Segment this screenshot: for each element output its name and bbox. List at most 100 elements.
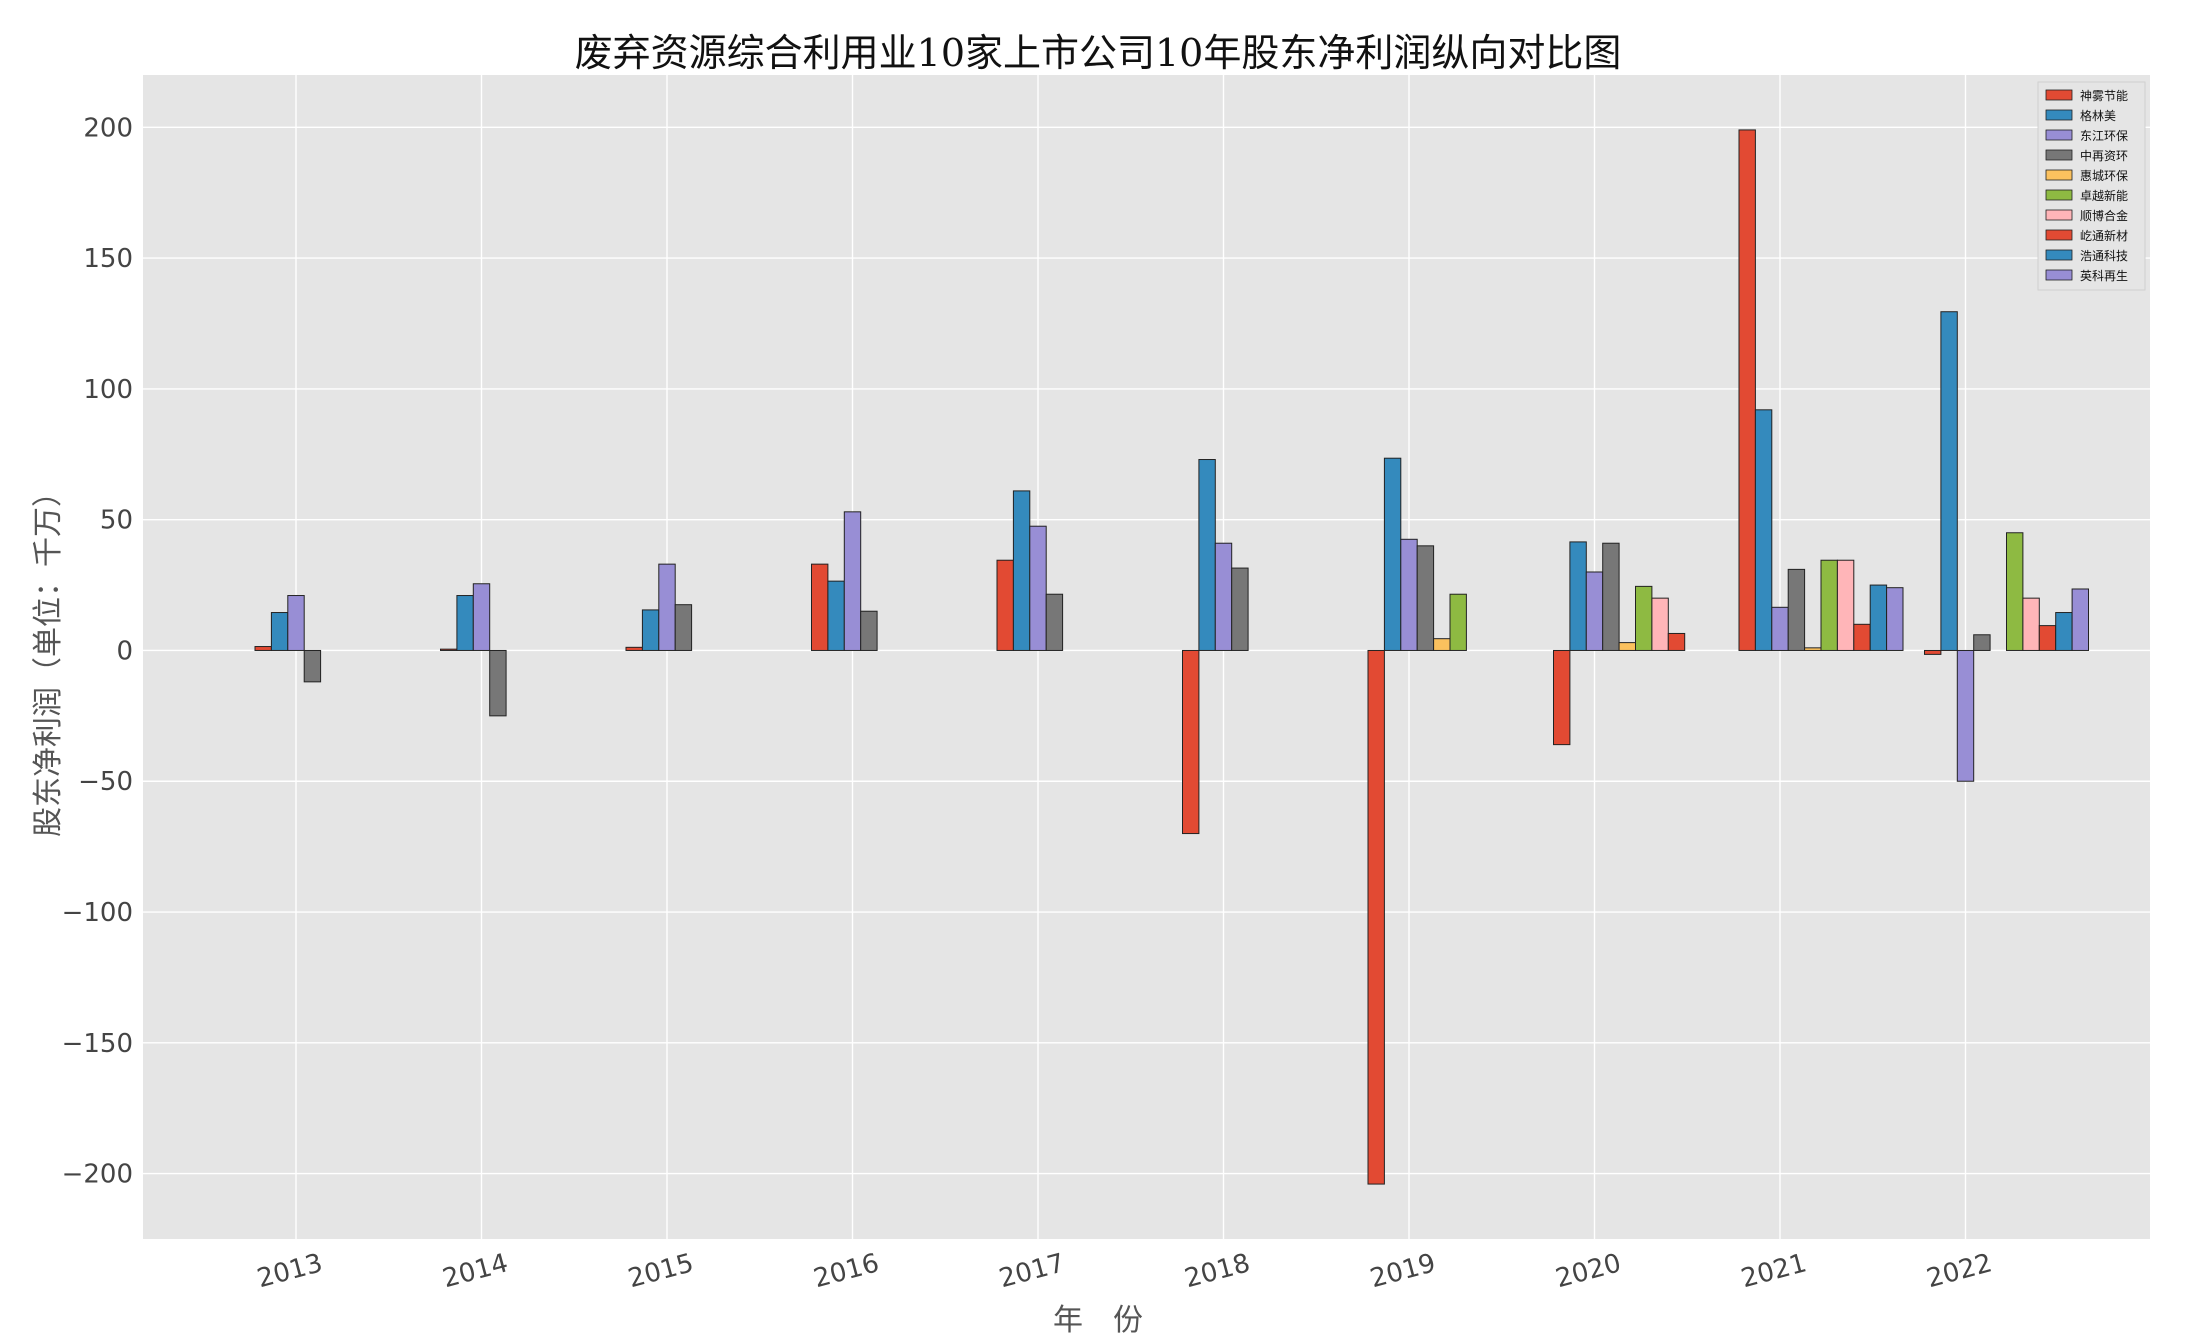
y-tick-label: −100: [62, 898, 133, 928]
y-tick-label: 200: [83, 113, 133, 143]
x-tick-label: 2020: [1553, 1248, 1625, 1294]
bar-2022-3: [1956, 649, 1975, 782]
chart-title: 废弃资源综合利用业10家上市公司10年股东净利润纵向对比图: [575, 31, 1622, 75]
bar-2013-2: [270, 612, 289, 651]
legend-swatch: [2045, 89, 2073, 101]
bar-2019-5: [1433, 638, 1451, 651]
legend-label: 英科再生: [2080, 269, 2128, 283]
bar-2022-2: [1940, 311, 1958, 651]
legend-label: 东江环保: [2080, 129, 2128, 143]
bar-2021-6: [1820, 559, 1838, 651]
bar-2014-4: [489, 649, 507, 717]
bar-2022-10: [2071, 588, 2090, 651]
legend-swatch: [2045, 189, 2073, 201]
bar-2014-1: [440, 648, 458, 651]
bar-2022-8: [2038, 625, 2057, 651]
legend-swatch: [2045, 249, 2073, 261]
bar-2020-2: [1569, 541, 1587, 651]
bar-2017-1: [996, 559, 1014, 651]
x-tick-label: 2015: [625, 1248, 697, 1294]
bar-2021-4: [1787, 568, 1806, 651]
x-tick-label: 2019: [1367, 1248, 1439, 1294]
bar-2019-1: [1367, 649, 1385, 1185]
bar-2018-4: [1231, 567, 1249, 651]
bar-2016-3: [843, 511, 862, 651]
bar-2016-4: [860, 610, 878, 651]
legend-label: 浩通科技: [2080, 249, 2128, 263]
bar-2021-2: [1754, 409, 1773, 651]
x-tick-label: 2018: [1182, 1248, 1254, 1294]
bar-2019-3: [1400, 538, 1418, 651]
bar-2020-4: [1602, 542, 1620, 651]
bar-2017-2: [1012, 490, 1031, 651]
y-tick-label: 50: [100, 506, 133, 536]
bar-2021-10: [1886, 587, 1904, 651]
bar-2022-4: [1973, 634, 1991, 651]
bar-2021-7: [1836, 559, 1855, 651]
bar-2017-3: [1029, 525, 1047, 651]
y-tick-label: 150: [83, 244, 133, 274]
grid-lines: [143, 75, 2150, 1239]
bar-2020-7: [1651, 597, 1669, 651]
bar-2022-1: [1924, 649, 1942, 655]
legend-swatch: [2045, 149, 2073, 161]
legend-swatch: [2045, 109, 2073, 121]
bar-2015-2: [641, 609, 660, 651]
bar-2020-6: [1635, 585, 1653, 651]
legend-label: 顺博合金: [2080, 208, 2128, 223]
x-tick-label: 2016: [811, 1248, 883, 1294]
bars: [254, 129, 2090, 1185]
legend-label: 惠城环保: [2080, 169, 2128, 183]
y-tick-label: 100: [83, 375, 133, 405]
bar-2013-3: [287, 595, 305, 651]
x-tick-label: 2022: [1924, 1248, 1996, 1294]
bar-2019-6: [1449, 593, 1467, 651]
bar-2020-1: [1553, 649, 1571, 746]
y-tick-label: 0: [116, 636, 133, 666]
bar-2022-7: [2022, 597, 2040, 651]
bar-2015-1: [625, 646, 643, 651]
plot-area: [143, 75, 2150, 1239]
bar-2018-1: [1182, 649, 1200, 835]
legend-swatch: [2045, 129, 2073, 141]
x-tick-label: 2017: [996, 1248, 1068, 1294]
legend-swatch: [2045, 229, 2073, 241]
legend-label: 格林美: [2080, 108, 2116, 123]
bar-2019-2: [1383, 457, 1402, 651]
bar-2016-1: [811, 563, 829, 651]
bar-2021-8: [1853, 623, 1871, 651]
legend-label: 卓越新能: [2080, 188, 2128, 203]
bar-2014-3: [472, 583, 491, 651]
bar-2013-4: [303, 649, 322, 683]
y-tick-label: −50: [78, 767, 133, 797]
bar-2016-2: [827, 580, 845, 651]
y-tick-label: −200: [62, 1160, 133, 1190]
bar-2018-2: [1198, 459, 1216, 651]
bar-2022-6: [2006, 532, 2024, 651]
bar-2021-3: [1771, 606, 1789, 651]
legend-swatch: [2045, 209, 2073, 221]
bar-2022-9: [2055, 612, 2073, 651]
y-axis-label: 股东净利润（单位：千万）: [31, 477, 66, 837]
y-tick-label: −150: [62, 1029, 133, 1059]
bar-2018-3: [1214, 542, 1233, 651]
x-axis-label: 年 份: [1053, 1303, 1143, 1336]
legend-swatch: [2045, 269, 2073, 281]
bar-2021-5: [1804, 647, 1822, 651]
y-axis-ticks: −200 −150 −100 −50 0 50 100 150 200: [62, 113, 133, 1189]
legend-label: 屹通新材: [2080, 228, 2128, 243]
bar-2015-3: [658, 563, 676, 651]
bar-2021-1: [1738, 129, 1756, 651]
legend-label: 中再资环: [2080, 148, 2128, 163]
bar-2020-5: [1618, 642, 1636, 651]
bar-2020-8: [1667, 632, 1686, 651]
x-tick-label: 2014: [440, 1248, 512, 1294]
x-tick-label: 2021: [1738, 1248, 1810, 1294]
bar-2021-9: [1869, 584, 1888, 651]
bar-2013-1: [254, 646, 272, 651]
bar-2017-4: [1045, 593, 1064, 651]
legend-label: 神雾节能: [2080, 89, 2128, 103]
